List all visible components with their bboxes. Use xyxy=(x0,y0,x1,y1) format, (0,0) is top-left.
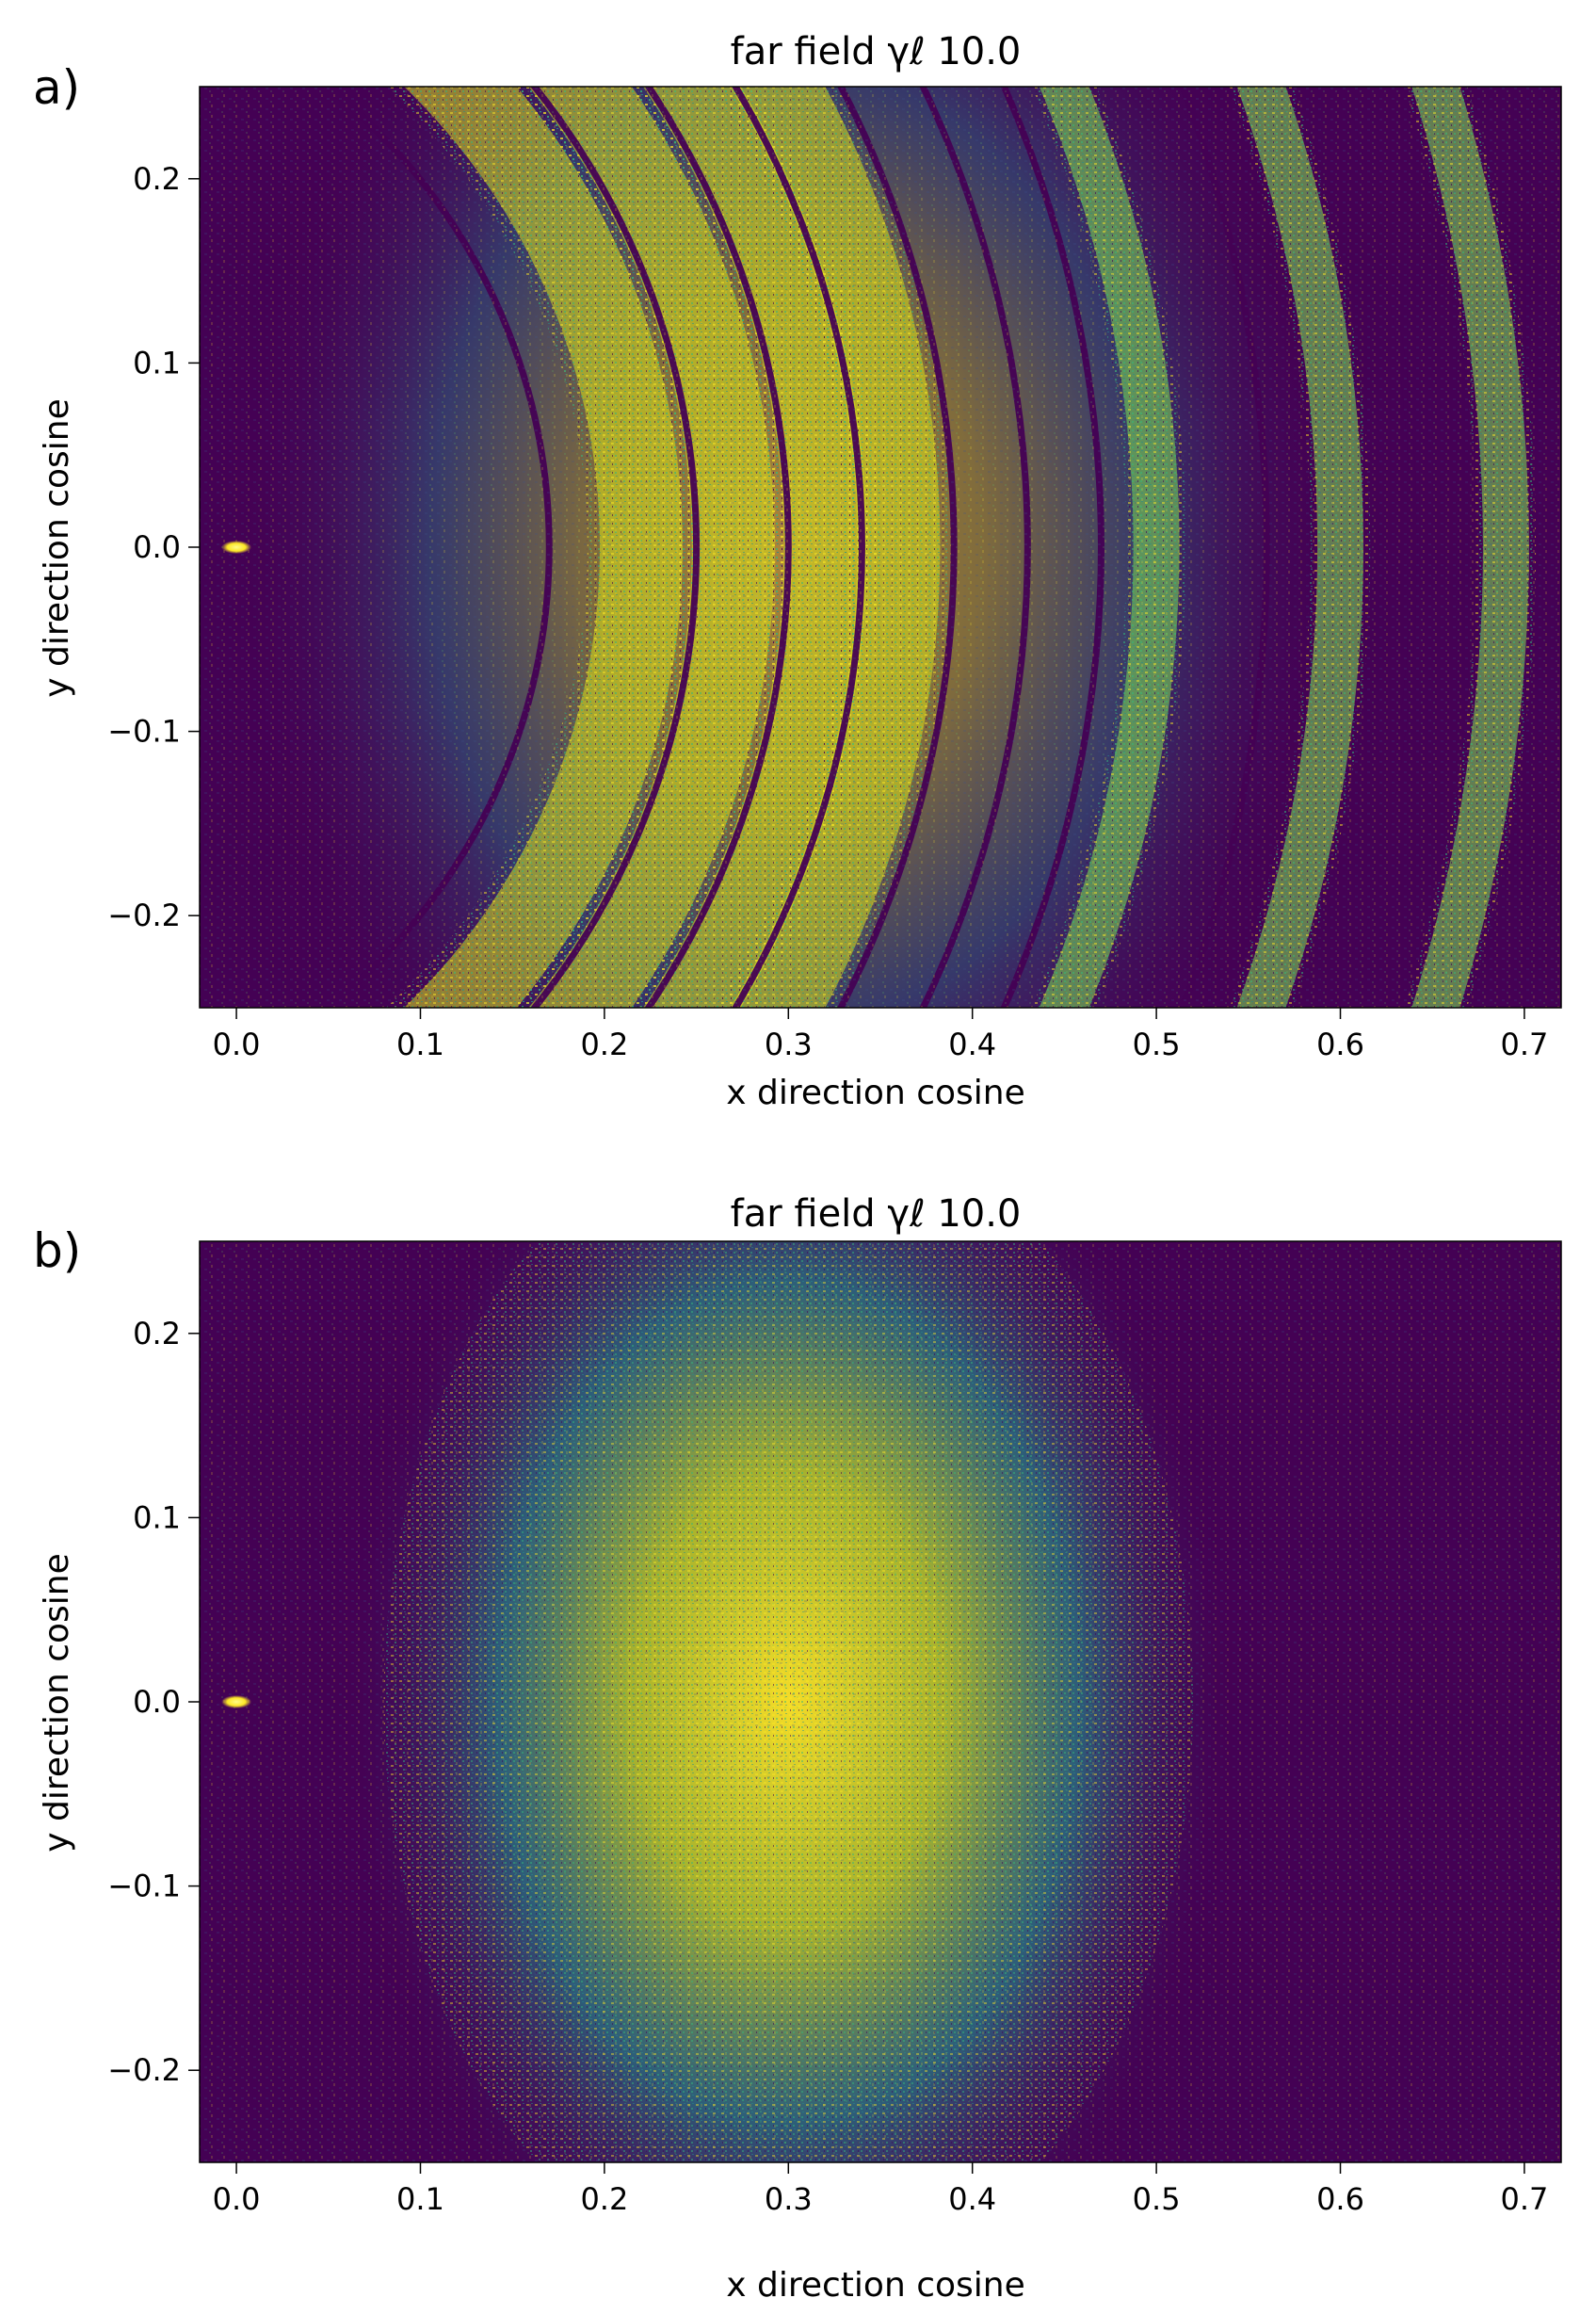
y-tick-label: 0.0 xyxy=(133,529,181,565)
heatmap-speckle-texture xyxy=(200,87,1561,1008)
y-tick-label: 0.1 xyxy=(133,1499,181,1535)
bright-spot xyxy=(221,541,252,554)
panel-a-x-ticks: 0.0 0.1 0.2 0.3 0.4 0.5 0.6 0.7 xyxy=(213,1008,1548,1062)
x-tick-label: 0.0 xyxy=(213,2181,261,2217)
x-tick-label: 0.5 xyxy=(1133,1027,1181,1062)
panel-b-y-axis-label: y direction cosine xyxy=(38,1553,76,1853)
x-tick-label: 0.6 xyxy=(1316,2181,1364,2217)
panel-b-y-ticks: 0.2 0.1 0.0 −0.1 −0.2 xyxy=(107,1316,200,2088)
x-tick-label: 0.3 xyxy=(765,2181,813,2217)
y-tick-label: 0.1 xyxy=(133,345,181,380)
panel-a: a) far field γℓ 10.0 0.0 0.1 0.2 0.3 0.4 0.5 0… xyxy=(33,30,1562,1112)
panel-a-y-axis-label: y direction cosine xyxy=(38,398,76,698)
x-tick-label: 0.0 xyxy=(213,1027,261,1062)
y-tick-label: −0.2 xyxy=(107,2052,181,2088)
y-tick-label: −0.1 xyxy=(107,1869,181,1904)
panel-a-plot-area xyxy=(199,86,1562,1009)
y-tick-label: 0.2 xyxy=(133,161,181,197)
bright-spot xyxy=(221,1695,252,1708)
x-tick-label: 0.5 xyxy=(1133,2181,1181,2217)
x-tick-label: 0.2 xyxy=(580,2181,628,2217)
y-tick-label: 0.2 xyxy=(133,1316,181,1351)
panel-a-y-ticks: 0.2 0.1 0.0 −0.1 −0.2 xyxy=(107,161,200,933)
panel-a-label: a) xyxy=(33,60,80,115)
x-tick-label: 0.7 xyxy=(1500,2181,1548,2217)
panel-b-label: b) xyxy=(33,1223,81,1278)
x-tick-label: 0.3 xyxy=(765,1027,813,1062)
x-tick-label: 0.4 xyxy=(948,1027,996,1062)
y-tick-label: −0.2 xyxy=(107,898,181,933)
panel-b-x-axis-label: x direction cosine xyxy=(726,2266,1025,2305)
y-tick-label: −0.1 xyxy=(107,714,181,750)
x-tick-label: 0.1 xyxy=(396,2181,444,2217)
x-tick-label: 0.7 xyxy=(1500,1027,1548,1062)
panel-b: b) far field γℓ 10.0 0.0 0.1 0.2 0.3 0.4 0.5 0… xyxy=(33,1192,1562,2305)
panel-a-x-axis-label: x direction cosine xyxy=(726,1074,1025,1112)
panel-b-x-ticks: 0.0 0.1 0.2 0.3 0.4 0.5 0.6 0.7 xyxy=(213,2162,1548,2217)
x-tick-label: 0.1 xyxy=(396,1027,444,1062)
y-tick-label: 0.0 xyxy=(133,1684,181,1720)
x-tick-label: 0.2 xyxy=(580,1027,628,1062)
panel-a-title: far field γℓ 10.0 xyxy=(731,30,1022,73)
panel-b-title: far field γℓ 10.0 xyxy=(731,1192,1022,1236)
heatmap-speckle-texture xyxy=(200,1241,1561,2162)
panel-b-plot-area xyxy=(199,1240,1562,2163)
x-tick-label: 0.4 xyxy=(948,2181,996,2217)
x-tick-label: 0.6 xyxy=(1316,1027,1364,1062)
